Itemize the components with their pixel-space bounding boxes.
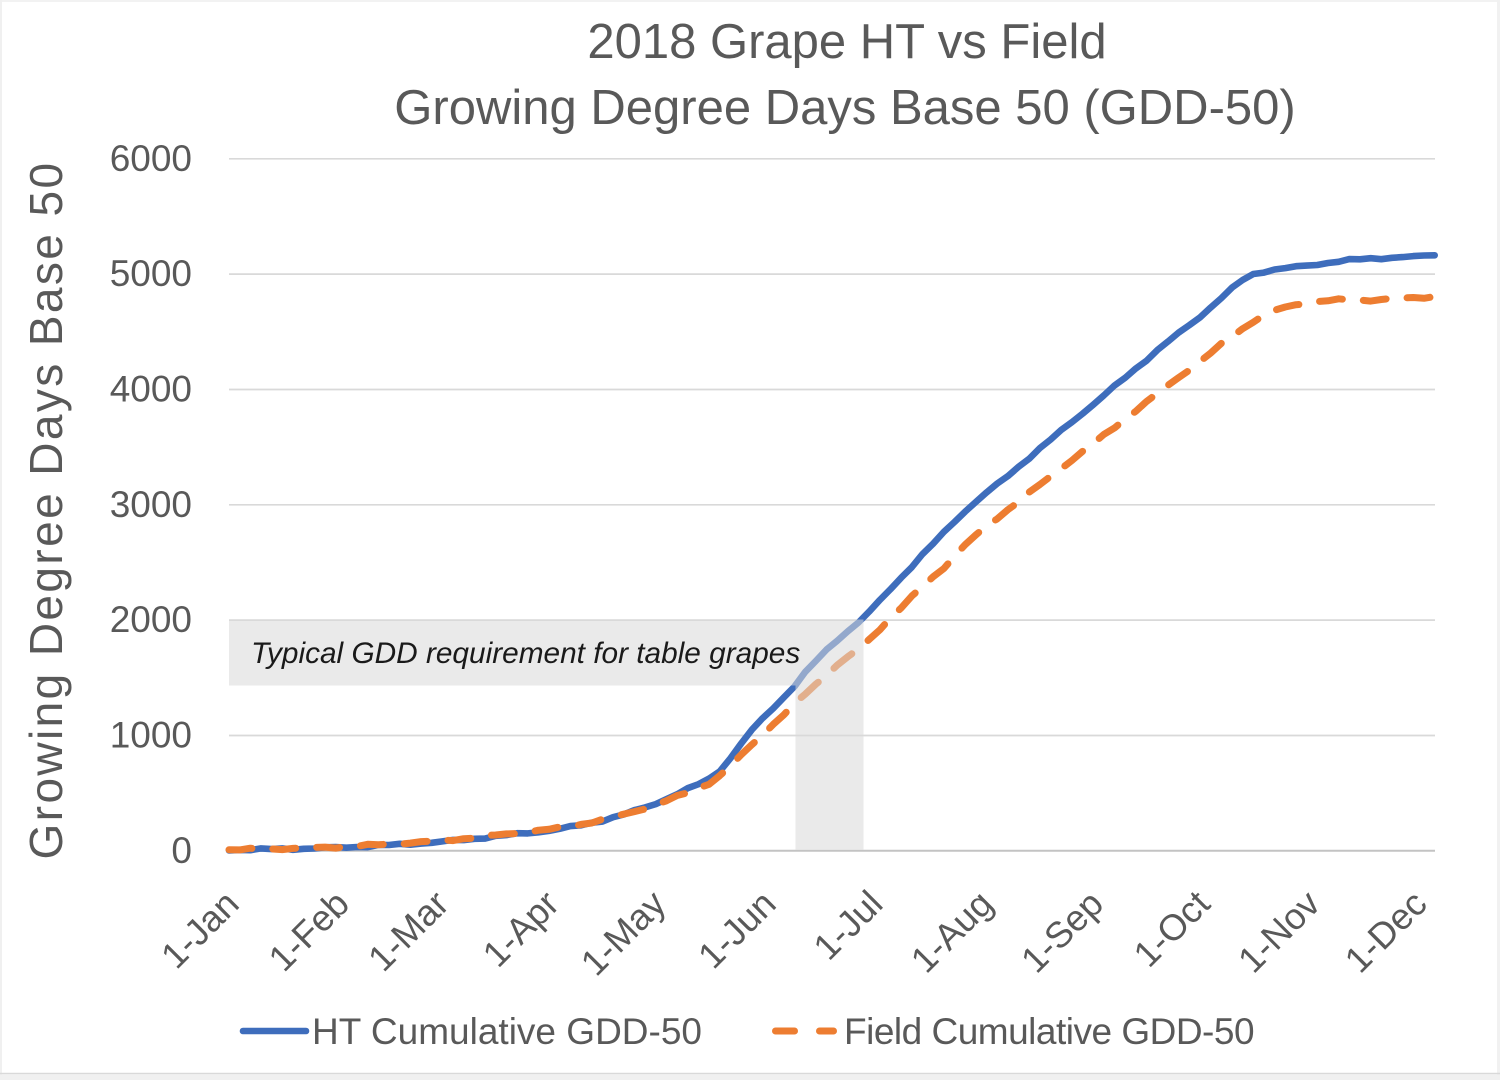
svg-text:Typical GDD requirement for ta: Typical GDD requirement for table grapes xyxy=(251,637,800,670)
svg-text:HT Cumulative GDD-50: HT Cumulative GDD-50 xyxy=(312,1011,702,1052)
svg-text:Growing Degree Days Base 50 (G: Growing Degree Days Base 50 (GDD-50) xyxy=(394,81,1295,135)
svg-text:6000: 6000 xyxy=(110,138,192,179)
svg-text:3000: 3000 xyxy=(110,484,192,525)
svg-text:2000: 2000 xyxy=(110,599,192,640)
svg-text:Growing Degree Days Base 50: Growing Degree Days Base 50 xyxy=(20,161,72,860)
svg-text:1000: 1000 xyxy=(110,715,192,756)
svg-text:0: 0 xyxy=(171,830,192,871)
svg-text:2018 Grape HT vs Field: 2018 Grape HT vs Field xyxy=(587,15,1106,69)
svg-text:Field Cumulative GDD-50: Field Cumulative GDD-50 xyxy=(844,1011,1254,1052)
svg-text:4000: 4000 xyxy=(110,369,192,410)
svg-text:5000: 5000 xyxy=(110,253,192,294)
